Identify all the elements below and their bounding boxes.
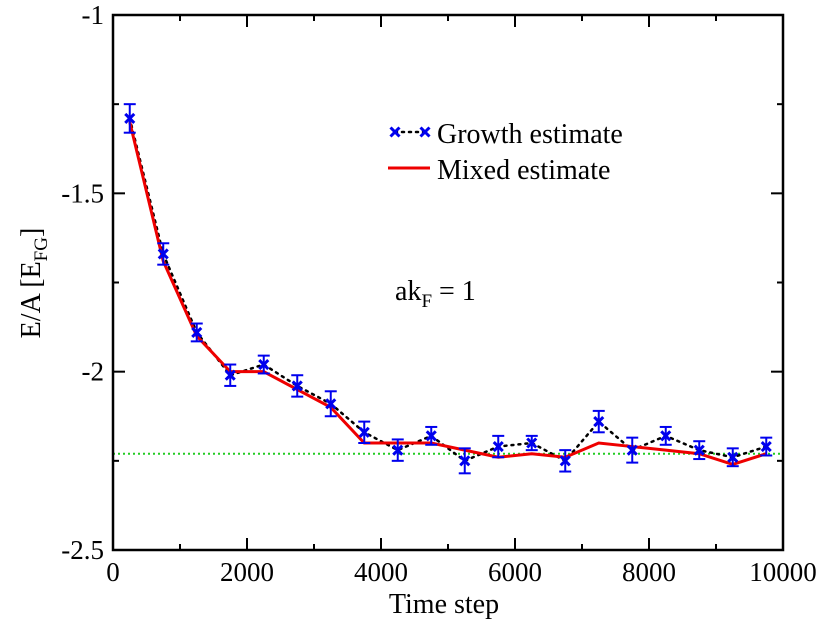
ticks-layer: 0 2000 4000 6000 8000 10000 -2.5 -2 -1.5 -1 bbox=[61, 0, 817, 587]
growth-point bbox=[526, 437, 538, 449]
growth-point bbox=[358, 426, 370, 438]
legend-mixed-label: Mixed estimate bbox=[437, 155, 610, 186]
x-marker-stroke bbox=[559, 455, 571, 467]
x-marker-stroke bbox=[526, 437, 538, 449]
x-marker-stroke bbox=[124, 112, 136, 124]
x-marker-stroke bbox=[389, 126, 401, 138]
y-tick-label: -1 bbox=[82, 0, 105, 30]
legend-growth-label: Growth estimate bbox=[437, 119, 623, 150]
x-marker-stroke bbox=[157, 248, 169, 260]
y-axis-title: E/A [EFG] bbox=[16, 228, 52, 339]
x-marker-stroke bbox=[425, 430, 437, 442]
growth-point bbox=[660, 430, 672, 442]
x-marker-stroke bbox=[760, 441, 772, 453]
growth-estimate-line bbox=[128, 117, 768, 463]
growth-point bbox=[459, 455, 471, 467]
growth-point bbox=[258, 358, 270, 371]
y-axis-title-main: E/A [E bbox=[16, 261, 47, 338]
growth-point bbox=[224, 369, 236, 381]
x-marker-stroke bbox=[727, 451, 739, 463]
x-tick-label: 4000 bbox=[354, 557, 408, 587]
annotation-main: ak bbox=[395, 276, 421, 307]
growth-point bbox=[157, 248, 169, 260]
x-marker-stroke bbox=[291, 380, 303, 392]
x-marker-stroke bbox=[693, 444, 705, 456]
growth-point bbox=[760, 441, 772, 453]
x-tick-label: 6000 bbox=[488, 557, 542, 587]
x-marker-stroke bbox=[626, 444, 638, 456]
x-marker-stroke bbox=[419, 126, 431, 138]
x-axis-title: Time step bbox=[389, 589, 499, 620]
growth-point bbox=[124, 112, 136, 124]
x-marker-stroke bbox=[358, 426, 370, 438]
growth-point bbox=[291, 380, 303, 392]
annotation-sub: F bbox=[421, 291, 432, 312]
x-tick-label: 8000 bbox=[622, 557, 676, 587]
growth-point bbox=[392, 444, 404, 456]
growth-point bbox=[559, 455, 571, 467]
x-tick-label: 10000 bbox=[749, 557, 817, 587]
legend-growth-sample bbox=[389, 126, 431, 138]
growth-point bbox=[425, 430, 437, 442]
legend: Growth estimate Mixed estimate bbox=[388, 119, 623, 186]
annotation-rest: = 1 bbox=[432, 276, 476, 307]
x-marker-stroke bbox=[325, 398, 337, 410]
y-tick-label: -1.5 bbox=[61, 178, 104, 208]
legend-growth-marker bbox=[419, 126, 431, 138]
growth-point bbox=[626, 444, 638, 456]
y-tick-label: -2.5 bbox=[61, 535, 104, 565]
growth-point bbox=[492, 441, 504, 453]
x-marker-stroke bbox=[660, 430, 672, 442]
growth-point bbox=[325, 398, 337, 410]
mixed-estimate-line bbox=[128, 121, 767, 466]
x-tick-label: 2000 bbox=[220, 557, 274, 587]
x-marker-stroke bbox=[593, 416, 605, 428]
series-layer bbox=[123, 103, 773, 475]
x-marker-stroke bbox=[459, 455, 471, 467]
growth-point bbox=[593, 416, 605, 428]
y-axis-title-sub: FG bbox=[31, 237, 52, 262]
interaction-annotation: akF = 1 bbox=[395, 276, 476, 312]
x-marker-stroke bbox=[492, 441, 504, 453]
growth-point bbox=[191, 326, 203, 338]
x-marker-stroke bbox=[258, 358, 270, 371]
x-marker-stroke bbox=[191, 326, 203, 338]
y-axis-title-close: ] bbox=[16, 228, 47, 237]
y-tick-label: -2 bbox=[82, 357, 105, 387]
x-marker-stroke bbox=[392, 444, 404, 456]
x-tick-label: 0 bbox=[106, 557, 120, 587]
x-marker-stroke bbox=[224, 369, 236, 381]
growth-point bbox=[727, 451, 739, 463]
growth-point bbox=[693, 444, 705, 456]
legend-growth-marker bbox=[389, 126, 401, 138]
